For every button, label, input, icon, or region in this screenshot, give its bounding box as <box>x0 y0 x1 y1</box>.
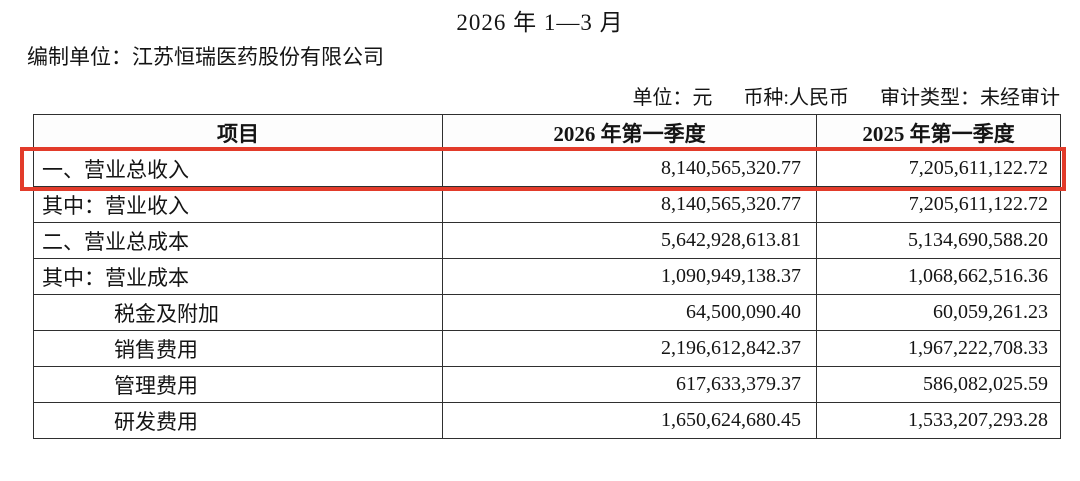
value-2026-cell: 1,650,624,680.45 <box>442 402 817 439</box>
value-2025-cell: 1,967,222,708.33 <box>816 330 1061 367</box>
value-2025-cell: 1,533,207,293.28 <box>816 402 1061 439</box>
currency-label: 币种:人民币 <box>743 87 849 109</box>
item-cell: 其中：营业收入 <box>33 186 443 223</box>
audit-type-label: 审计类型：未经审计 <box>880 87 1060 109</box>
table-header-row: 项目 2026 年第一季度 2025 年第一季度 <box>33 114 1061 151</box>
table-row-total-revenue: 一、营业总收入 8,140,565,320.77 7,205,611,122.7… <box>33 150 1061 187</box>
value-2025-cell: 1,068,662,516.36 <box>816 258 1061 295</box>
item-cell: 销售费用 <box>33 330 443 367</box>
report-meta-line: 单位：元 币种:人民币 审计类型：未经审计 <box>632 81 1060 110</box>
item-cell: 二、营业总成本 <box>33 222 443 259</box>
value-2026-cell: 8,140,565,320.77 <box>442 150 817 187</box>
value-2025-cell: 7,205,611,122.72 <box>816 186 1061 223</box>
table-row-operating-revenue: 其中：营业收入 8,140,565,320.77 7,205,611,122.7… <box>33 186 1061 223</box>
item-cell: 管理费用 <box>33 366 443 403</box>
table-row-total-cost: 二、营业总成本 5,642,928,613.81 5,134,690,588.2… <box>33 222 1061 259</box>
table-row-operating-cost: 其中：营业成本 1,090,949,138.37 1,068,662,516.3… <box>33 258 1061 295</box>
value-2026-cell: 5,642,928,613.81 <box>442 222 817 259</box>
value-2026-cell: 617,633,379.37 <box>442 366 817 403</box>
table-row-selling-expenses: 销售费用 2,196,612,842.37 1,967,222,708.33 <box>33 330 1061 367</box>
item-cell: 税金及附加 <box>33 294 443 331</box>
item-cell: 一、营业总收入 <box>33 150 443 187</box>
value-2026-cell: 1,090,949,138.37 <box>442 258 817 295</box>
value-2025-cell: 586,082,025.59 <box>816 366 1061 403</box>
table-row-taxes-surcharges: 税金及附加 64,500,090.40 60,059,261.23 <box>33 294 1061 331</box>
item-cell: 其中：营业成本 <box>33 258 443 295</box>
prepared-by-line: 编制单位：江苏恒瑞医药股份有限公司 <box>27 45 384 69</box>
report-period-title: 2026 年 1—3 月 <box>456 10 624 35</box>
item-cell: 研发费用 <box>33 402 443 439</box>
unit-label: 单位：元 <box>632 87 713 109</box>
income-statement-table: 项目 2026 年第一季度 2025 年第一季度 一、营业总收入 8,140,5… <box>33 114 1061 439</box>
value-2025-cell: 5,134,690,588.20 <box>816 222 1061 259</box>
column-header-2026q1: 2026 年第一季度 <box>442 114 817 151</box>
value-2026-cell: 64,500,090.40 <box>442 294 817 331</box>
value-2026-cell: 8,140,565,320.77 <box>442 186 817 223</box>
value-2025-cell: 60,059,261.23 <box>816 294 1061 331</box>
table-row-rd-expenses: 研发费用 1,650,624,680.45 1,533,207,293.28 <box>33 402 1061 439</box>
value-2025-cell: 7,205,611,122.72 <box>816 150 1061 187</box>
value-2026-cell: 2,196,612,842.37 <box>442 330 817 367</box>
column-header-2025q1: 2025 年第一季度 <box>816 114 1061 151</box>
table-row-admin-expenses: 管理费用 617,633,379.37 586,082,025.59 <box>33 366 1061 403</box>
column-header-item: 项目 <box>33 114 443 151</box>
